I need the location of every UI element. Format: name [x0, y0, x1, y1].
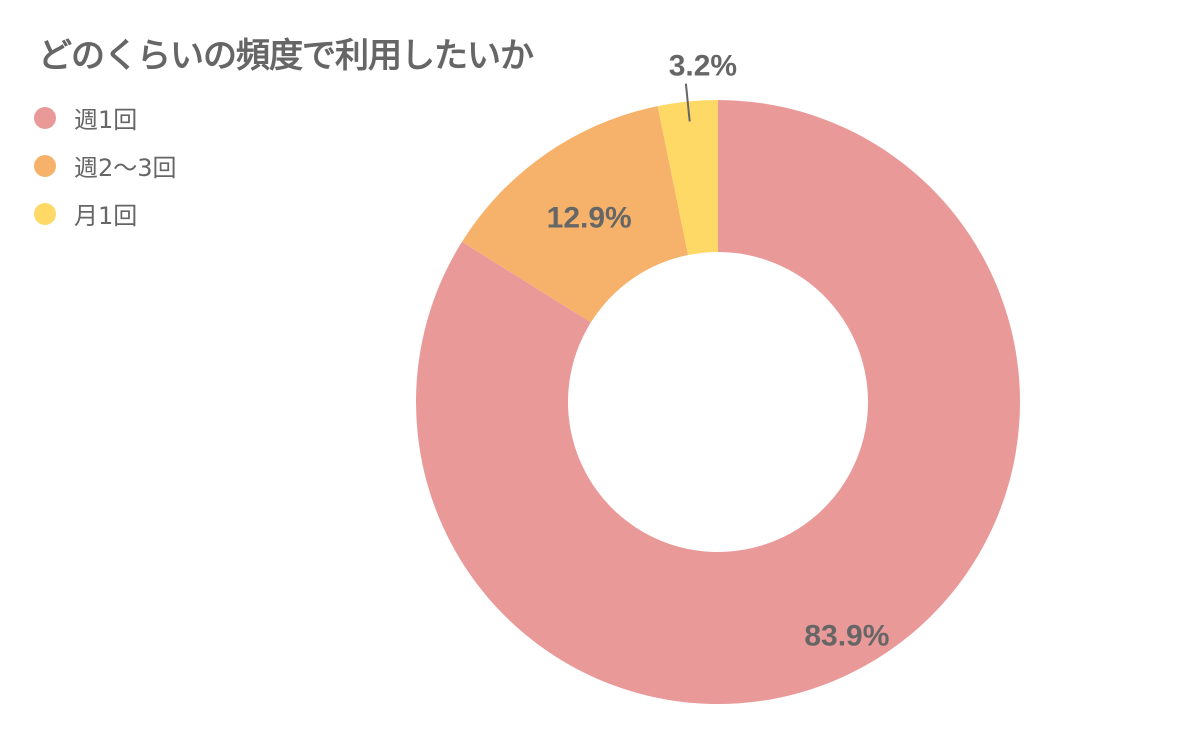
- legend-label: 月1回: [74, 202, 138, 230]
- legend-label: 週2〜3回: [74, 154, 177, 182]
- slice-2: [657, 100, 718, 256]
- data-label: 83.9%: [804, 620, 889, 653]
- legend-item: 月1回: [34, 196, 137, 231]
- legend-item: 週1回: [34, 100, 137, 135]
- legend-swatch: [34, 106, 56, 129]
- chart-title: どのくらいの頻度で利用したいか: [38, 36, 534, 76]
- leader-line: [684, 83, 691, 122]
- slice-0: [415, 100, 1020, 705]
- data-label: 3.2%: [669, 50, 737, 83]
- legend-item: 週2〜3回: [34, 148, 177, 183]
- legend-swatch: [34, 154, 56, 177]
- legend-swatch: [34, 202, 56, 225]
- legend-label: 週1回: [74, 106, 138, 134]
- slice-1: [462, 106, 689, 323]
- data-label: 12.9%: [547, 201, 632, 234]
